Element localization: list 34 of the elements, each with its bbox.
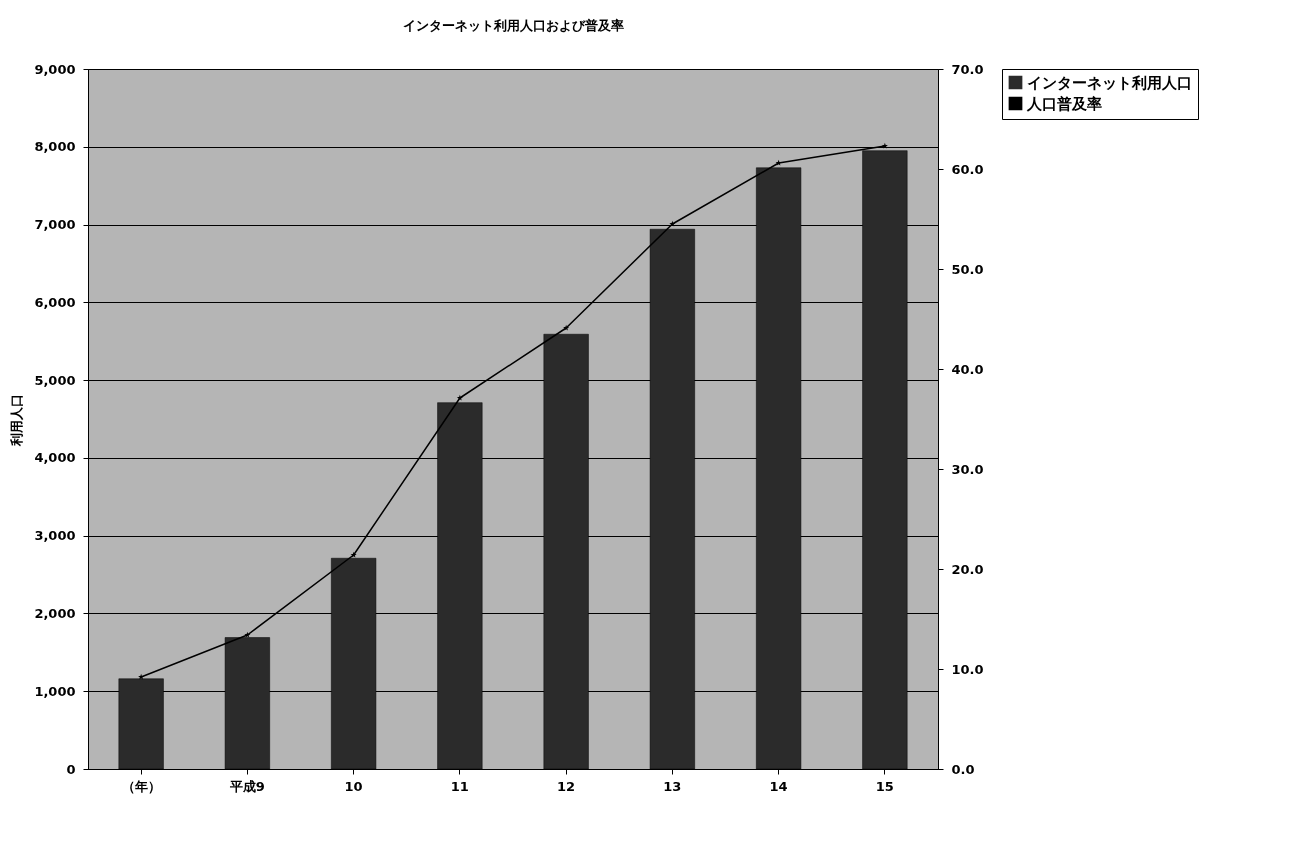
point <box>669 220 676 227</box>
y-tick-label: 6,000 <box>34 294 76 310</box>
x-tick-label: 15 <box>875 778 894 794</box>
y2-tick-label: 10.0 <box>951 661 984 677</box>
y-axis-title: 利用人口 <box>9 393 25 447</box>
x-tick-label: 10 <box>344 778 363 794</box>
x-tick-label: 平成9 <box>228 778 265 794</box>
y-tick-label: 7,000 <box>34 217 76 233</box>
legend-label: 人口普及率 <box>1026 94 1102 113</box>
x-tick-label: （年） <box>121 778 161 794</box>
x-tick-label: 13 <box>663 778 682 794</box>
y-tick-label: 0 <box>66 761 76 777</box>
y2-tick-label: 70.0 <box>951 61 984 77</box>
y-tick-label: 9,000 <box>34 61 76 77</box>
y2-tick-label: 50.0 <box>951 261 984 277</box>
y2-tick-label: 60.0 <box>951 161 984 177</box>
y-tick-label: 3,000 <box>34 528 76 544</box>
y2-tick-label: 0.0 <box>951 761 975 777</box>
y-tick-label: 5,000 <box>34 372 76 388</box>
x-tick-label: 14 <box>769 778 788 794</box>
y2-tick-label: 30.0 <box>951 461 984 477</box>
chart-title: インターネット利用人口および普及率 <box>402 18 624 33</box>
y-tick-label: 8,000 <box>34 139 76 155</box>
y-tick-label: 1,000 <box>34 683 76 699</box>
point <box>244 631 251 638</box>
point <box>775 159 782 166</box>
y2-tick-label: 20.0 <box>951 561 984 577</box>
point <box>350 551 357 558</box>
x-tick-label: 12 <box>557 778 576 794</box>
legend-label: インターネット利用人口 <box>1027 73 1192 92</box>
y-tick-label: 2,000 <box>34 605 76 621</box>
x-tick-label: 11 <box>450 778 469 794</box>
y2-tick-label: 40.0 <box>951 361 984 377</box>
y-tick-label: 4,000 <box>34 450 76 466</box>
